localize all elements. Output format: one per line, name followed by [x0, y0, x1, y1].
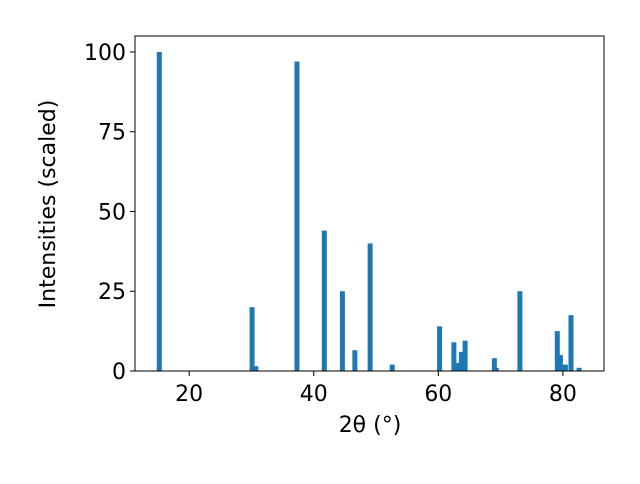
bar — [294, 61, 300, 372]
bar — [455, 363, 461, 371]
y-tick-label: 50 — [98, 200, 126, 225]
bar — [568, 315, 574, 371]
x-tick-label: 80 — [549, 382, 577, 407]
x-tick-label: 60 — [424, 382, 452, 407]
y-tick-label: 100 — [84, 41, 126, 66]
bar — [367, 243, 373, 371]
x-tick-label: 20 — [175, 382, 203, 407]
bar — [517, 291, 523, 371]
bar — [451, 342, 457, 371]
x-tick-label: 40 — [300, 382, 328, 407]
bar — [352, 350, 358, 371]
bar — [557, 355, 563, 371]
bar — [562, 364, 568, 371]
bar — [253, 366, 259, 371]
bar — [437, 326, 443, 371]
bar — [389, 364, 395, 371]
bar — [249, 307, 255, 371]
x-axis-label: 2θ (°) — [339, 413, 402, 438]
y-tick-label: 75 — [98, 121, 126, 146]
bar — [576, 367, 582, 371]
bar — [493, 367, 499, 371]
bar — [458, 351, 464, 371]
bar — [321, 230, 327, 371]
bar — [491, 358, 497, 371]
y-tick-label: 0 — [112, 360, 126, 385]
bar — [554, 331, 560, 371]
y-tick-label: 25 — [98, 280, 126, 305]
bar — [156, 51, 162, 371]
bar — [462, 340, 468, 371]
y-axis-label: Intensities (scaled) — [36, 100, 61, 309]
bar — [339, 291, 345, 371]
plot-frame — [134, 35, 605, 372]
